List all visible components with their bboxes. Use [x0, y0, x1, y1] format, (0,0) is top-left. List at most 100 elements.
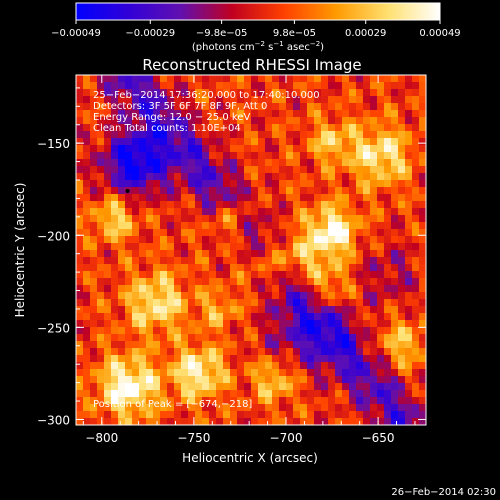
heatmap-cell: [244, 243, 252, 251]
heatmap-cell: [272, 313, 280, 321]
heatmap-cell: [286, 264, 294, 272]
heatmap-cell: [111, 278, 119, 286]
heatmap-cell: [202, 194, 210, 202]
heatmap-cell: [328, 110, 336, 118]
heatmap-cell: [419, 96, 426, 104]
heatmap-cell: [384, 96, 392, 104]
heatmap-cell: [384, 362, 392, 370]
heatmap-cell: [342, 187, 350, 195]
heatmap-cell: [300, 180, 308, 188]
heatmap-cell: [174, 173, 182, 181]
heatmap-cell: [356, 208, 364, 216]
heatmap-cell: [209, 369, 217, 377]
heatmap-cell: [377, 173, 385, 181]
heatmap-cell: [104, 131, 112, 139]
heatmap-cell: [139, 110, 147, 118]
heatmap-cell: [202, 285, 210, 293]
heatmap-cell: [251, 348, 259, 356]
heatmap-cell: [237, 208, 245, 216]
heatmap-cell: [181, 397, 189, 405]
heatmap-cell: [76, 208, 84, 216]
heatmap-cell: [307, 208, 315, 216]
heatmap-cell: [139, 89, 147, 97]
heatmap-cell: [363, 96, 371, 104]
heatmap-cell: [90, 187, 98, 195]
heatmap-cell: [90, 103, 98, 111]
heatmap-cell: [160, 145, 168, 153]
heatmap-cell: [104, 187, 112, 195]
heatmap-cell: [265, 124, 273, 132]
heatmap-cell: [230, 194, 238, 202]
heatmap-cell: [167, 257, 175, 265]
heatmap-cell: [174, 355, 182, 363]
heatmap-cell: [293, 355, 301, 363]
heatmap-cell: [342, 313, 350, 321]
heatmap-cell: [272, 159, 280, 167]
heatmap-cell: [146, 390, 154, 398]
heatmap-cell: [146, 96, 154, 104]
heatmap-cell: [412, 404, 420, 412]
heatmap-cell: [202, 89, 210, 97]
heatmap-cell: [300, 229, 308, 237]
heatmap-cell: [181, 341, 189, 349]
heatmap-cell: [258, 159, 266, 167]
heatmap-cell: [419, 285, 426, 293]
heatmap-cell: [328, 138, 336, 146]
heatmap-cell: [125, 180, 133, 188]
heatmap-cell: [342, 89, 350, 97]
heatmap-cell: [153, 341, 161, 349]
heatmap-cell: [279, 180, 287, 188]
heatmap-cell: [328, 271, 336, 279]
heatmap-cell: [272, 173, 280, 181]
heatmap-cell: [111, 362, 119, 370]
heatmap-cell: [258, 299, 266, 307]
heatmap-cell: [342, 75, 350, 83]
heatmap-cell: [279, 236, 287, 244]
heatmap-cell: [335, 418, 343, 425]
heatmap-cell: [342, 362, 350, 370]
heatmap-cell: [167, 383, 175, 391]
heatmap-cell: [370, 222, 378, 230]
heatmap-cell: [139, 145, 147, 153]
heatmap-cell: [272, 82, 280, 90]
heatmap-cell: [188, 411, 196, 419]
heatmap-cell: [216, 299, 224, 307]
heatmap-cell: [419, 103, 426, 111]
heatmap-cell: [363, 369, 371, 377]
heatmap-cell: [356, 376, 364, 384]
heatmap-cell: [272, 334, 280, 342]
heatmap-cell: [237, 292, 245, 300]
heatmap-cell: [384, 292, 392, 300]
heatmap-cell: [195, 327, 203, 335]
heatmap-cell: [405, 257, 413, 265]
heatmap-cell: [216, 159, 224, 167]
heatmap-cell: [272, 369, 280, 377]
heatmap-cell: [76, 418, 84, 425]
heatmap-cell: [244, 89, 252, 97]
heatmap-cell: [286, 313, 294, 321]
heatmap-cell: [125, 278, 133, 286]
heatmap-cell: [90, 264, 98, 272]
heatmap-cell: [125, 236, 133, 244]
heatmap-cell: [251, 376, 259, 384]
heatmap-cell: [90, 362, 98, 370]
heatmap-cell: [104, 145, 112, 153]
heatmap-cell: [363, 166, 371, 174]
heatmap-cell: [405, 264, 413, 272]
heatmap-cell: [167, 341, 175, 349]
heatmap-cell: [349, 173, 357, 181]
heatmap-cell: [181, 201, 189, 209]
heatmap-cell: [307, 138, 315, 146]
heatmap-cell: [370, 96, 378, 104]
heatmap-cell: [307, 201, 315, 209]
heatmap-cell: [188, 257, 196, 265]
heatmap-cell: [230, 397, 238, 405]
heatmap-cell: [356, 243, 364, 251]
heatmap-cell: [251, 292, 259, 300]
heatmap-cell: [251, 145, 259, 153]
y-tick-label: −250: [37, 321, 70, 335]
heatmap-cell: [167, 390, 175, 398]
heatmap-cell: [90, 124, 98, 132]
heatmap-cell: [223, 250, 231, 258]
heatmap-cell: [188, 313, 196, 321]
